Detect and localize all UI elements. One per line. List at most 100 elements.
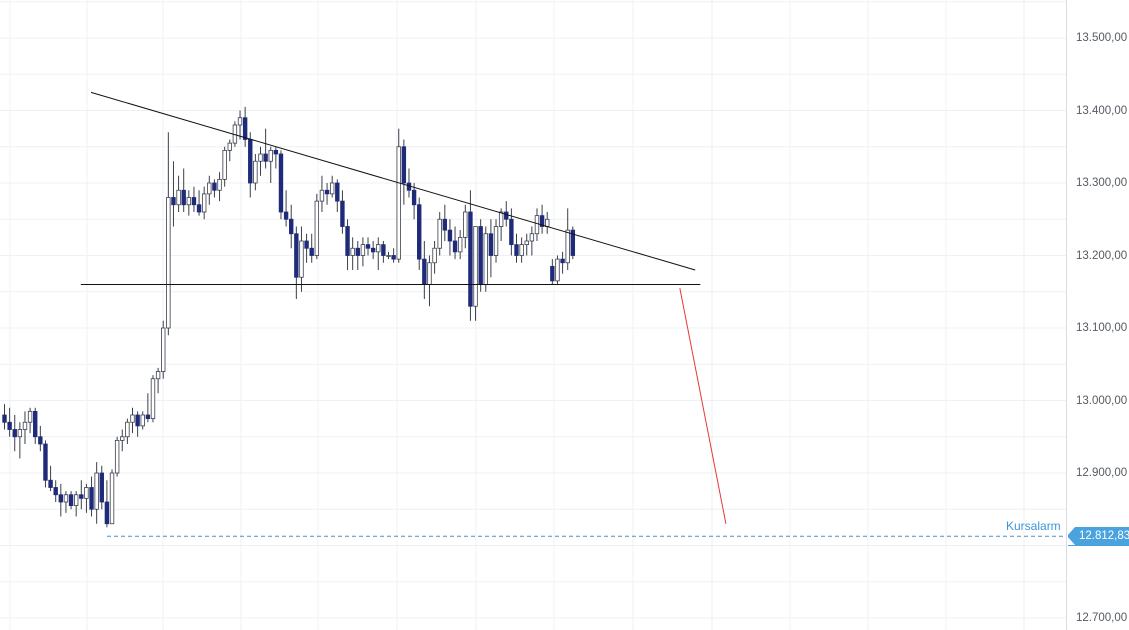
candle-up (319, 189, 325, 202)
candle-down (79, 494, 84, 499)
candle-up (207, 182, 212, 195)
candle-down (89, 487, 94, 510)
candle-up (396, 146, 401, 260)
candle-down (294, 233, 299, 278)
candle-up (94, 472, 99, 510)
candle-up (217, 178, 222, 191)
candle-down (488, 233, 494, 256)
candle-up (457, 236, 463, 253)
candle-down (196, 204, 202, 213)
candle-up (299, 240, 304, 278)
candle-down (58, 494, 64, 503)
candle-up (63, 494, 69, 503)
candle-up (360, 244, 366, 256)
candle-down (391, 255, 396, 260)
candle-up (27, 410, 33, 423)
candle-down (417, 204, 422, 260)
candle-up (17, 429, 23, 438)
candle-up (565, 229, 570, 264)
candle-down (242, 117, 248, 140)
candle-up (237, 117, 243, 126)
candle-up (150, 378, 156, 420)
candle-down (309, 247, 314, 256)
price-tick-label: 12.900,00 (1076, 467, 1128, 479)
candle-down (468, 211, 473, 307)
candle-up (314, 200, 320, 256)
candle-down (33, 410, 38, 438)
candle-up (201, 193, 207, 213)
candle-down (447, 229, 453, 242)
candle-down (442, 218, 448, 231)
candle-down (99, 472, 104, 503)
candle-up (253, 160, 258, 184)
candle-down (135, 414, 140, 427)
candle-down (212, 182, 217, 191)
candle-down (2, 414, 7, 423)
candle-down (514, 244, 519, 256)
candle-up (176, 189, 181, 206)
candle-up (329, 182, 335, 195)
candle-down (345, 226, 350, 256)
candle-up (114, 439, 120, 474)
candle-down (181, 189, 186, 206)
candle-up (493, 226, 499, 256)
trendlines (80, 91, 727, 524)
candle-up (140, 414, 145, 427)
price-tick-label: 13.500,00 (1076, 32, 1128, 44)
candle-up (524, 240, 529, 246)
candle-down (273, 149, 279, 155)
candle-down (324, 189, 330, 195)
candle-down (539, 215, 545, 227)
candle-up (125, 421, 130, 438)
candle-up (186, 197, 192, 206)
candle-down (452, 240, 458, 253)
candle-down (381, 244, 386, 256)
candle-up (109, 472, 115, 525)
candle-down (104, 501, 110, 525)
candle-up (166, 197, 171, 329)
candle-down (355, 247, 360, 256)
candle-up (130, 414, 135, 423)
candle-up (427, 262, 432, 285)
price-tick-label: 12.700,00 (1076, 612, 1128, 624)
candle-down (145, 414, 151, 420)
candle-down (411, 189, 417, 206)
kursalarm-price-tag[interactable]: 12.812,83 (1068, 527, 1129, 546)
candle-up (258, 153, 263, 162)
candle-down (7, 421, 12, 430)
candle-down (68, 494, 74, 507)
resistance-trendline (90, 91, 696, 271)
candle-up (534, 215, 540, 235)
candle-down (509, 218, 514, 246)
candle-down (370, 247, 376, 253)
candle-down (53, 487, 58, 496)
candle-down (335, 182, 340, 202)
price-tick-label: 13.300,00 (1076, 177, 1128, 189)
price-tick-label: 13.100,00 (1076, 322, 1128, 334)
price-tick-label: 13.000,00 (1076, 394, 1128, 407)
candle-up (545, 218, 550, 227)
candle-up (555, 258, 560, 282)
kursalarm-label[interactable]: Kursalarm (1006, 519, 1061, 533)
candle-down (422, 258, 427, 285)
candle-down (478, 226, 483, 285)
price-tick-label: 13.200,00 (1076, 249, 1128, 262)
candle-down (289, 218, 294, 235)
candle-up (161, 327, 166, 372)
price-tick-label: 13.400,00 (1076, 104, 1128, 117)
candle-up (155, 371, 161, 380)
candle-down (278, 153, 284, 213)
chart-grid (0, 0, 1066, 630)
candle-down (12, 429, 17, 438)
candle-up (376, 244, 381, 253)
candle-down (304, 240, 309, 249)
price-axis-separator (1066, 0, 1067, 630)
candle-down (263, 153, 268, 162)
candle-up (437, 218, 442, 249)
candle-down (38, 436, 43, 445)
candlestick-series (2, 106, 576, 528)
candle-up (463, 211, 468, 238)
candle-up (268, 149, 273, 162)
candle-down (550, 265, 555, 282)
